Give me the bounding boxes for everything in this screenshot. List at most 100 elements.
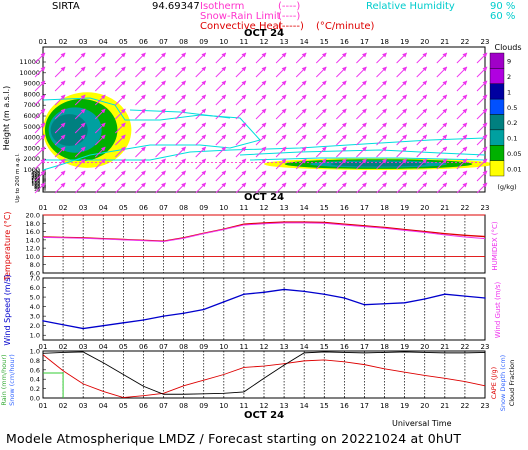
wind-arrow [476, 146, 488, 158]
precip-tick-label: 0.0 [30, 395, 40, 403]
wind-arrow [295, 108, 307, 120]
hour-bottom-tick-22: 22 [460, 402, 469, 410]
height-tick-label: 7000 [23, 101, 40, 109]
wind-arrow [315, 94, 327, 106]
wind-arrow [115, 146, 126, 158]
humidex-axis-label: HUMIDEX (°C) [491, 221, 499, 270]
wind-arrow [336, 66, 347, 78]
wind-arrow [376, 146, 387, 158]
wind-arrow [436, 66, 448, 78]
hour-p4-tick-07: 07 [159, 343, 168, 351]
wind-arrow [175, 52, 186, 64]
wind-arrow [235, 146, 247, 158]
wind-arrow [456, 146, 468, 158]
wind-arrow [356, 134, 367, 146]
height-tick-label: 40 [34, 186, 40, 192]
colorbar-swatch [489, 114, 505, 131]
wind-arrow [456, 182, 468, 194]
wind-arrow [74, 122, 86, 134]
wind-arrow [74, 94, 86, 106]
hour-top-tick-18: 18 [380, 38, 389, 46]
precip-tick-label: 0.6 [30, 366, 40, 374]
wind-arrow [215, 158, 227, 170]
wind-arrow [155, 146, 166, 158]
hour-p4-tick-23: 23 [481, 343, 490, 351]
universal-time-label: Universal Time [392, 419, 452, 428]
wind-arrow [456, 94, 468, 106]
hour-bottom-tick-04: 04 [99, 402, 108, 410]
wind-arrow [175, 80, 186, 92]
wind-arrow [155, 108, 166, 120]
colorbar-tick-label: 0.5 [507, 104, 517, 112]
wind-arrow [376, 66, 387, 78]
hour-top-tick-19: 19 [400, 38, 409, 46]
colorbar-swatch [489, 129, 505, 146]
wind-arrow [315, 170, 327, 182]
wind-arrow [175, 66, 186, 78]
height-tick-label: 8000 [23, 90, 40, 98]
wind-arrow [94, 146, 106, 158]
wind-arrow [155, 80, 166, 92]
precip-tick-label: 0.2 [30, 385, 40, 393]
date-label-bottom: OCT 24 [244, 410, 284, 421]
wind-speed-point [383, 302, 386, 305]
colorbar-title: Clouds [494, 43, 521, 52]
wind-arrow [54, 146, 66, 158]
wind-arrow [396, 134, 407, 146]
wind-arrow [34, 170, 46, 182]
wind-arrow [74, 80, 86, 92]
wind-arrow [175, 158, 186, 170]
cape-axis-label: CAPE (J/g) [490, 367, 498, 399]
hour-bottom-tick-15: 15 [320, 402, 329, 410]
hour-p4-tick-11: 11 [239, 343, 248, 351]
wind-arrow [74, 170, 86, 182]
hour-p2-tick-03: 03 [79, 204, 88, 212]
wind-arrow [135, 122, 146, 134]
wind-arrow [336, 170, 347, 182]
wind-arrow [376, 158, 387, 170]
hour-top-tick-15: 15 [320, 38, 329, 46]
height-tick-label: 20 [34, 187, 40, 193]
wind-arrow [476, 170, 488, 182]
wind-arrow [436, 182, 448, 194]
wind-arrow [356, 94, 367, 106]
hour-top-tick-09: 09 [199, 38, 208, 46]
wind-arrow [155, 52, 166, 64]
wind-arrow [94, 182, 106, 194]
wind-arrow [356, 66, 367, 78]
cape-line [42, 354, 486, 398]
wind-arrow [115, 158, 126, 170]
wind-speed-point [162, 315, 165, 317]
hour-top-tick-14: 14 [300, 38, 309, 46]
wind-arrow [436, 52, 448, 64]
wind-arrow [416, 52, 428, 64]
wind-arrow [195, 146, 207, 158]
hour-p2-tick-05: 05 [119, 204, 128, 212]
hour-bottom-tick-06: 06 [139, 402, 148, 410]
wind-speed-point [62, 323, 64, 326]
wind-speed-point [464, 295, 466, 297]
temperature-panel: 01 02 03 04 05 06 07 08 09 10 11 12 13 14 15 16 17 18 19 20… [3, 192, 499, 282]
wind-arrow [215, 94, 227, 106]
hour-p2-tick-10: 10 [219, 204, 228, 212]
wind-arrow [336, 122, 347, 134]
wind-arrow [74, 108, 86, 120]
hour-bottom-tick-17: 17 [360, 402, 369, 410]
hour-p4-tick-01: 01 [39, 343, 48, 351]
wind-gust-axis-label: Wind Gust (m/s) [494, 281, 502, 338]
wind-arrow [456, 134, 468, 146]
wind-arrow [74, 182, 86, 194]
wind-arrow [396, 170, 407, 182]
wind-arrow [376, 134, 387, 146]
hour-bottom-tick-18: 18 [380, 402, 389, 410]
wind-arrow [34, 66, 46, 78]
wind-arrow [315, 122, 327, 134]
snow-depth-axis-label: Snow Depth (cm) [499, 355, 507, 411]
wind-arrow [74, 158, 86, 170]
wind-arrow [356, 158, 367, 170]
wind-arrow [275, 108, 287, 120]
height-tick-label: 9000 [23, 80, 40, 88]
wind-arrow [456, 66, 468, 78]
hour-bottom-tick-02: 02 [59, 402, 68, 410]
wind-arrow [34, 94, 46, 106]
